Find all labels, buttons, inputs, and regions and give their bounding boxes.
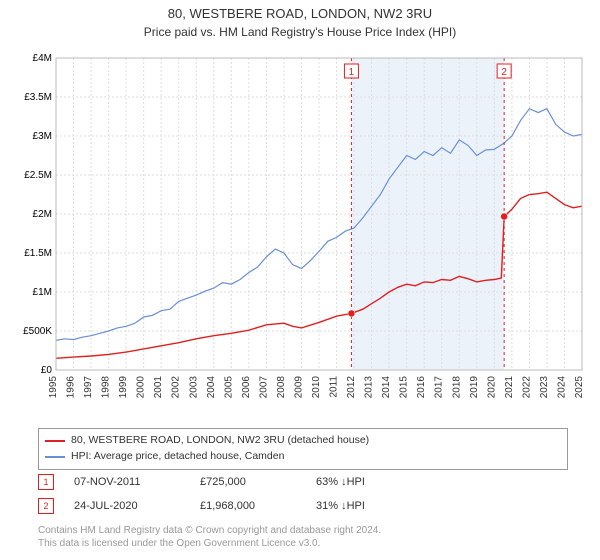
- svg-text:2025: 2025: [574, 376, 585, 399]
- svg-text:2005: 2005: [223, 376, 234, 399]
- svg-text:2014: 2014: [381, 376, 392, 399]
- chart-subtitle: Price paid vs. HM Land Registry's House …: [0, 23, 600, 39]
- svg-text:2021: 2021: [504, 376, 515, 399]
- sale-records: 1 07-NOV-2011 £725,000 63%HPI 2 24-JUL-2…: [38, 470, 432, 518]
- svg-text:2010: 2010: [311, 376, 322, 399]
- legend-swatch-blue: [45, 456, 65, 458]
- svg-text:£0: £0: [41, 365, 53, 376]
- svg-text:1996: 1996: [66, 376, 77, 399]
- svg-text:2024: 2024: [556, 376, 567, 399]
- svg-text:1: 1: [349, 67, 355, 78]
- record-row-2: 2 24-JUL-2020 £1,968,000 31%HPI: [38, 494, 432, 518]
- legend: 80, WESTBERE ROAD, LONDON, NW2 3RU (deta…: [38, 428, 568, 470]
- svg-text:2015: 2015: [399, 376, 410, 399]
- svg-text:2023: 2023: [539, 376, 550, 399]
- svg-text:2002: 2002: [171, 376, 182, 399]
- svg-text:2001: 2001: [153, 376, 164, 399]
- svg-text:2017: 2017: [434, 376, 445, 399]
- down-arrow-icon: [338, 476, 347, 488]
- legend-row-blue: HPI: Average price, detached house, Camd…: [45, 449, 561, 465]
- svg-text:£500K: £500K: [23, 326, 52, 337]
- svg-text:£4M: £4M: [33, 53, 52, 64]
- svg-text:2004: 2004: [206, 376, 217, 399]
- svg-text:2016: 2016: [416, 376, 427, 399]
- svg-text:£1.5M: £1.5M: [24, 248, 52, 259]
- svg-text:1995: 1995: [48, 376, 59, 399]
- record-price-2: £1,968,000: [200, 494, 316, 518]
- legend-label-red: 80, WESTBERE ROAD, LONDON, NW2 3RU (deta…: [71, 433, 369, 449]
- record-date-2: 24-JUL-2020: [74, 494, 200, 518]
- svg-text:£3M: £3M: [33, 131, 52, 142]
- svg-text:2013: 2013: [364, 376, 375, 399]
- svg-text:2003: 2003: [188, 376, 199, 399]
- record-date-1: 07-NOV-2011: [74, 470, 200, 494]
- svg-text:1997: 1997: [83, 376, 94, 399]
- svg-text:2018: 2018: [451, 376, 462, 399]
- price-hpi-chart: £0 £500K £1M £1.5M £2M £2.5M £3M £3.5M £4M 1995 19…: [14, 50, 586, 420]
- svg-text:2000: 2000: [136, 376, 147, 399]
- svg-text:2007: 2007: [258, 376, 269, 399]
- svg-text:2009: 2009: [293, 376, 304, 399]
- footer-attribution: Contains HM Land Registry data © Crown c…: [38, 524, 381, 550]
- legend-swatch-red: [45, 440, 65, 442]
- svg-text:2: 2: [501, 67, 507, 78]
- down-arrow-icon: [338, 500, 347, 512]
- record-pct-2: 31%HPI: [316, 494, 432, 518]
- svg-text:£2.5M: £2.5M: [24, 170, 52, 181]
- legend-label-blue: HPI: Average price, detached house, Camd…: [71, 449, 284, 465]
- svg-text:2019: 2019: [469, 376, 480, 399]
- svg-text:2011: 2011: [329, 376, 340, 398]
- record-badge-2: 2: [38, 498, 54, 514]
- svg-text:1999: 1999: [118, 376, 129, 399]
- record-price-1: £725,000: [200, 470, 316, 494]
- svg-text:£2M: £2M: [33, 209, 52, 220]
- svg-text:2020: 2020: [486, 376, 497, 399]
- svg-text:1998: 1998: [101, 376, 112, 399]
- chart-title: 80, WESTBERE ROAD, LONDON, NW2 3RU: [0, 0, 600, 23]
- svg-text:2012: 2012: [346, 376, 357, 399]
- record-row-1: 1 07-NOV-2011 £725,000 63%HPI: [38, 470, 432, 494]
- svg-text:2008: 2008: [276, 376, 287, 399]
- record-pct-1: 63%HPI: [316, 470, 432, 494]
- svg-text:2022: 2022: [521, 376, 532, 399]
- svg-text:£1M: £1M: [33, 287, 52, 298]
- svg-text:£3.5M: £3.5M: [24, 92, 52, 103]
- svg-text:2006: 2006: [241, 376, 252, 399]
- legend-row-red: 80, WESTBERE ROAD, LONDON, NW2 3RU (deta…: [45, 433, 561, 449]
- record-badge-1: 1: [38, 474, 54, 490]
